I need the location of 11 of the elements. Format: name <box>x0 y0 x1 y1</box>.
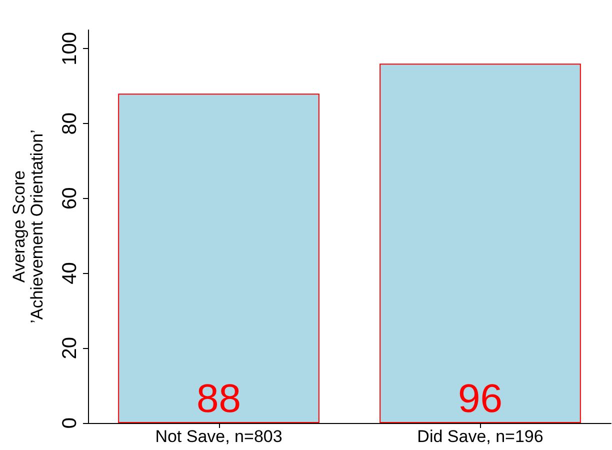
x-tick-label: Did Save, n=196 <box>417 427 544 446</box>
y-tick-label: 60 <box>59 187 81 210</box>
data-label: 88 <box>196 377 241 421</box>
y-tick-label: 20 <box>59 337 81 360</box>
y-tick-label: 40 <box>59 262 81 284</box>
x-tick-label: Not Save, n=803 <box>155 427 282 446</box>
data-label: 96 <box>458 377 502 421</box>
y-axis-title: Average Score ’Achievement Orientation’ <box>10 130 46 324</box>
y-tick-label: 100 <box>59 32 81 66</box>
y-tick-label: 80 <box>59 112 81 135</box>
y-tick-label: 0 <box>59 417 81 429</box>
